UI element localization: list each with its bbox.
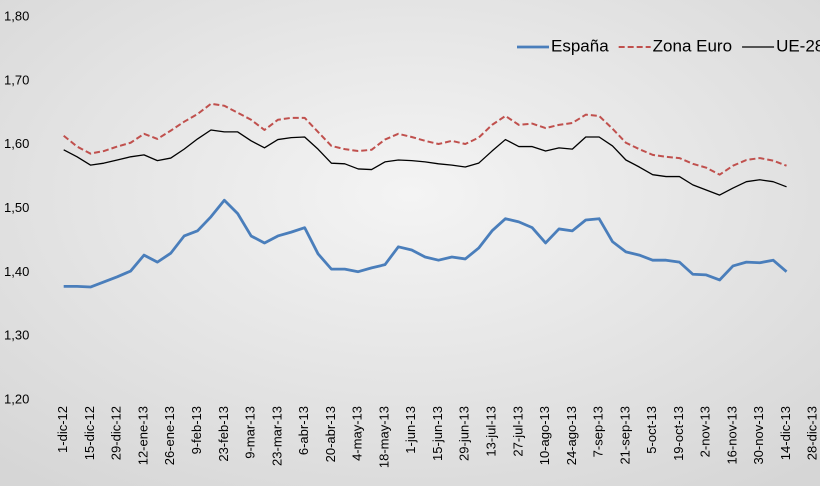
x-tick-label: 9-mar-13	[243, 406, 258, 459]
series-line	[63, 129, 787, 196]
x-tick-label: 10-ago-13	[537, 406, 552, 465]
x-tick-label: 27-jul-13	[510, 406, 525, 457]
y-tick-label: 1,20	[4, 391, 29, 406]
x-tick-label: 23-mar-13	[269, 406, 284, 466]
x-tick-label: 7-sep-13	[591, 406, 606, 457]
series-line	[63, 198, 788, 289]
legend-label: Zona Euro	[653, 36, 732, 55]
x-tick-label: 6-abr-13	[296, 406, 311, 455]
x-tick-label: 24-ago-13	[564, 406, 579, 465]
x-tick-label: 18-may-13	[376, 406, 391, 468]
x-tick-label: 21-sep-13	[617, 406, 632, 465]
x-tick-label: 28-dic-13	[805, 406, 820, 460]
y-tick-label: 1,40	[4, 264, 29, 279]
x-tick-label: 13-jul-13	[483, 406, 498, 457]
x-tick-label: 14-dic-13	[778, 406, 793, 460]
y-tick-label: 1,80	[4, 8, 29, 23]
x-tick-label: 1-jun-13	[403, 406, 418, 454]
legend-label: España	[551, 36, 609, 55]
y-tick-label: 1,30	[4, 328, 29, 343]
x-tick-label: 19-oct-13	[671, 406, 686, 461]
x-tick-label: 16-nov-13	[724, 406, 739, 465]
x-tick-label: 29-dic-12	[109, 406, 124, 460]
x-tick-label: 4-may-13	[350, 406, 365, 461]
x-tick-label: 20-abr-13	[323, 406, 338, 462]
x-tick-label: 15-dic-12	[82, 406, 97, 460]
series-line	[63, 102, 787, 176]
x-tick-label: 9-feb-13	[189, 406, 204, 454]
y-tick-label: 1,70	[4, 72, 29, 87]
y-tick-label: 1,60	[4, 136, 29, 151]
x-tick-label: 29-jun-13	[457, 406, 472, 461]
x-tick-label: 30-nov-13	[751, 406, 766, 465]
x-tick-label: 1-dic-12	[55, 406, 70, 453]
x-tick-label: 23-feb-13	[216, 406, 231, 462]
legend-label: UE-28	[776, 36, 820, 55]
x-tick-label: 2-nov-13	[698, 406, 713, 457]
x-tick-label: 15-jun-13	[430, 406, 445, 461]
x-tick-label: 26-ene-13	[162, 406, 177, 465]
y-tick-label: 1,50	[4, 200, 29, 215]
x-tick-label: 5-oct-13	[644, 406, 659, 454]
x-tick-label: 12-ene-13	[135, 406, 150, 465]
